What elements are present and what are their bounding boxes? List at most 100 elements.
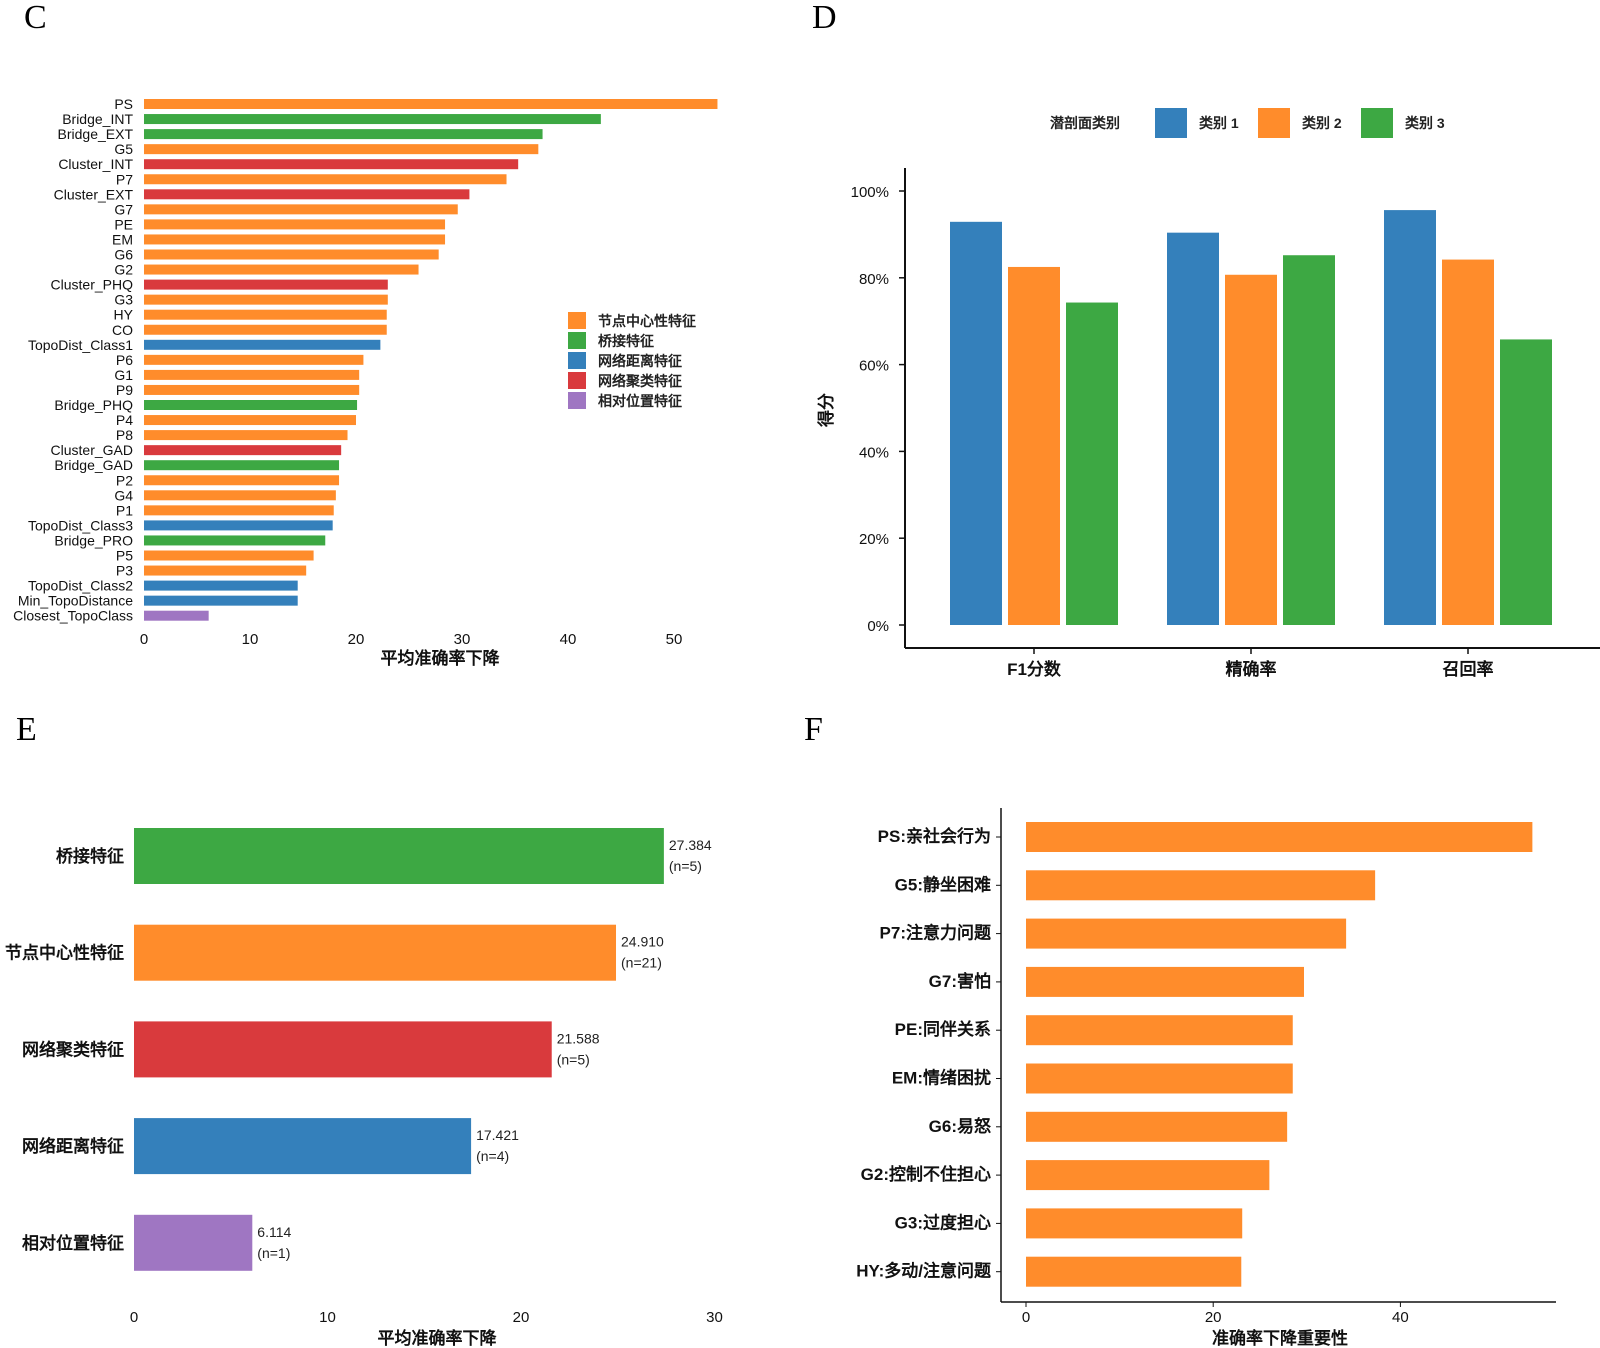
panel-letter-d: D: [812, 0, 837, 36]
panel-letter-e: E: [16, 711, 37, 748]
x-tick-label: 40: [1392, 1309, 1409, 1326]
bar-bridge_ext: [144, 129, 543, 140]
x-tick-label: F1分数: [1007, 659, 1062, 679]
bar-co: [144, 324, 387, 335]
panel-f-top-features-chart: PS:亲社会行为 G5:静坐困难 P7:注意力问题 G7:害怕 PE:同伴关系 EM:情绪…: [856, 808, 1556, 1326]
panel-d-y-axis-title: 得分: [816, 393, 836, 428]
x-tick-label: 精确率: [1226, 659, 1277, 679]
legend-swatch-class1: [1155, 108, 1187, 138]
x-tick-label: 0: [140, 631, 148, 648]
x-tick-label: 20: [1205, 1309, 1222, 1326]
legend-label-distance: 网络距离特征: [598, 353, 682, 369]
bar-bridge: [134, 828, 664, 884]
x-tick-label: 30: [454, 631, 471, 648]
y-tick-label: G5: [114, 141, 133, 157]
y-tick-label: P7:注意力问题: [880, 923, 992, 943]
x-tick-label: 30: [706, 1309, 723, 1326]
y-tick-label: P1: [116, 502, 133, 518]
bar-distance: [134, 1118, 472, 1175]
panel-d-legend-title: 潜剖面类别: [1050, 115, 1120, 131]
y-tick-label: PS:亲社会行为: [878, 826, 991, 846]
y-tick-label: EM: [112, 231, 133, 247]
bar-position: [134, 1214, 253, 1271]
y-tick-label: Cluster_GAD: [51, 442, 133, 458]
y-tick-label: G6:易怒: [929, 1116, 991, 1136]
bar-cluster_int: [144, 159, 519, 170]
y-tick-label: G5:静坐困难: [895, 874, 991, 894]
bar-p8: [144, 430, 348, 441]
y-tick-label: Bridge_EXT: [58, 126, 134, 142]
bar-feature: [1026, 918, 1347, 949]
y-tick-label: G1: [114, 367, 133, 383]
bar-p3: [144, 565, 307, 576]
y-tick-label: 相对位置特征: [22, 1233, 124, 1253]
bar-hy: [144, 309, 387, 320]
value-label: 24.910: [621, 934, 664, 950]
panel-letter-f: F: [804, 711, 823, 748]
n-label: (n=5): [557, 1051, 590, 1067]
panel-c-x-axis-title: 平均准确率下降: [381, 648, 501, 668]
legend-label-bridge: 桥接特征: [598, 333, 654, 349]
y-tick-label: P4: [116, 412, 133, 428]
y-tick-label: 80%: [859, 271, 889, 288]
y-tick-label: 40%: [859, 444, 889, 461]
bar-feature: [1026, 1256, 1242, 1287]
x-tick-label: 0: [1022, 1309, 1030, 1326]
bar-g1: [144, 369, 360, 380]
legend-label-class1: 类别 1: [1199, 115, 1239, 131]
bar-g5: [144, 144, 539, 155]
panel-c-feature-importance-chart: PSBridge_INTBridge_EXTG5Cluster_INTP7Clu…: [13, 96, 718, 648]
bar-topodist_class1: [144, 339, 381, 350]
legend-swatch-distance: [568, 352, 586, 369]
n-label: (n=21): [621, 955, 662, 971]
bar-feature: [1026, 966, 1304, 997]
bar-class3-1: [1283, 255, 1335, 625]
bar-class2-0: [1008, 266, 1060, 625]
x-tick-label: 40: [560, 631, 577, 648]
y-tick-label: G2: [114, 262, 133, 278]
y-tick-label: 100%: [851, 184, 889, 201]
y-tick-label: Bridge_GAD: [54, 457, 133, 473]
y-tick-label: TopoDist_Class2: [28, 578, 133, 594]
y-tick-label: P9: [116, 382, 133, 398]
panel-d-grouped-bar-chart: 0% 20% 40% 60% 80% 100% F1分数 精确率 召回率 类别 1 类别 2 类别 3: [851, 108, 1600, 679]
y-tick-label: P3: [116, 563, 133, 579]
bar-class2-1: [1225, 274, 1277, 625]
y-tick-label: P7: [116, 171, 133, 187]
y-tick-label: Cluster_PHQ: [51, 277, 134, 293]
legend-swatch-class2: [1258, 108, 1290, 138]
value-label: 17.421: [476, 1127, 519, 1143]
bar-p5: [144, 550, 314, 561]
y-tick-label: PE:同伴关系: [895, 1019, 991, 1039]
x-tick-label: 20: [513, 1309, 530, 1326]
y-tick-label: P8: [116, 427, 133, 443]
panel-f-x-axis-title: 准确率下降重要性: [1212, 1328, 1348, 1348]
legend-label-centrality: 节点中心性特征: [598, 313, 696, 329]
y-tick-label: G6: [114, 247, 133, 263]
x-tick-label: 召回率: [1443, 659, 1494, 679]
y-tick-label: HY: [114, 307, 134, 323]
bar-feature: [1026, 1063, 1293, 1094]
legend-swatch-cluster: [568, 372, 586, 389]
n-label: (n=1): [257, 1245, 290, 1261]
value-label: 27.384: [669, 837, 712, 853]
bar-class1-2: [1384, 210, 1436, 625]
panel-e-x-axis-title: 平均准确率下降: [378, 1328, 498, 1348]
legend-swatch-centrality: [568, 312, 586, 329]
bar-bridge_pro: [144, 535, 326, 546]
y-tick-label: PE: [114, 216, 133, 232]
bar-bridge_gad: [144, 460, 340, 471]
bar-g2: [144, 264, 419, 275]
x-tick-label: 50: [666, 631, 683, 648]
bar-class3-2: [1500, 339, 1552, 625]
y-tick-label: G3: [114, 292, 133, 308]
legend-label-position: 相对位置特征: [598, 393, 682, 409]
bar-pe: [144, 219, 446, 230]
y-tick-label: EM:情绪困扰: [892, 1068, 991, 1088]
x-tick-label: 10: [242, 631, 259, 648]
x-tick-label: 10: [319, 1309, 336, 1326]
y-tick-label: 网络聚类特征: [22, 1039, 124, 1059]
bar-cluster_phq: [144, 279, 388, 290]
bar-p7: [144, 174, 507, 185]
